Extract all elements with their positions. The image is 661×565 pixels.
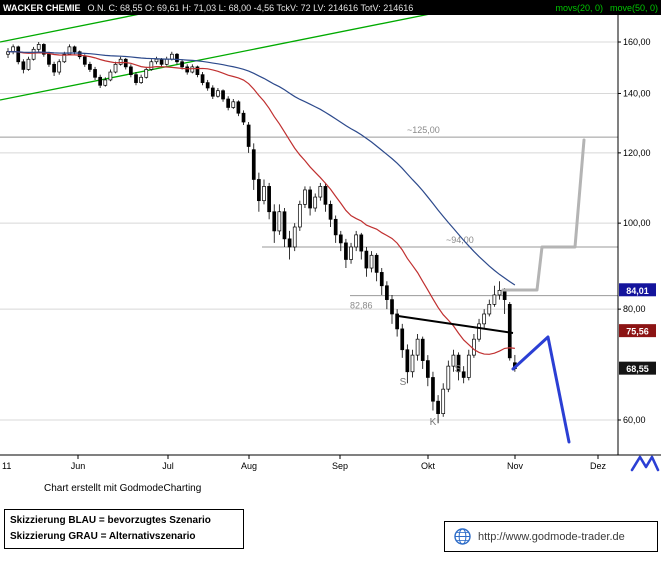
neckline-trendline[interactable] bbox=[397, 315, 514, 334]
globe-icon bbox=[454, 528, 471, 545]
svg-text:140,00: 140,00 bbox=[623, 88, 651, 98]
svg-text:S: S bbox=[400, 377, 407, 388]
chart-title-bar: WACKER CHEMIE O.N. C: 68,55 O: 69,61 H: … bbox=[0, 0, 661, 15]
scenario-blue-path[interactable] bbox=[511, 335, 571, 444]
scenario-gray-path[interactable] bbox=[501, 138, 586, 292]
svg-text:Jun: Jun bbox=[71, 461, 86, 471]
plot-area: ~125,00 ~94,00 82,86 S K S bbox=[0, 14, 618, 444]
svg-text:~94,00: ~94,00 bbox=[446, 235, 474, 245]
price-value-boxes: 84,01 75,56 68,55 bbox=[619, 283, 656, 375]
svg-text:K: K bbox=[430, 417, 437, 428]
scenario-legend-box: Skizzierung BLAU = bevorzugtes Szenario … bbox=[4, 509, 244, 549]
trend-channel-lines[interactable] bbox=[0, 14, 431, 101]
svg-text:S: S bbox=[455, 364, 462, 375]
legend-line-gray: Skizzierung GRAU = Alternativszenario bbox=[10, 531, 196, 542]
indicator-label-mov20[interactable]: movs(20, 0) bbox=[555, 2, 603, 13]
svg-text:80,00: 80,00 bbox=[623, 304, 646, 314]
svg-text:82,86: 82,86 bbox=[350, 301, 373, 311]
svg-text:Nov: Nov bbox=[507, 461, 524, 471]
website-url[interactable]: http://www.godmode-trader.de bbox=[478, 530, 625, 543]
symbol-name: WACKER CHEMIE bbox=[3, 2, 81, 13]
svg-text:120,00: 120,00 bbox=[623, 148, 651, 158]
svg-text:~125,00: ~125,00 bbox=[407, 125, 440, 135]
svg-text:Dez: Dez bbox=[590, 461, 607, 471]
website-box[interactable]: http://www.godmode-trader.de bbox=[444, 521, 658, 552]
svg-text:Okt: Okt bbox=[421, 461, 436, 471]
svg-text:68,55: 68,55 bbox=[626, 364, 649, 374]
indicator-label-mov50[interactable]: move(50, 0) bbox=[609, 2, 658, 13]
quote-line: O.N. C: 68,55 O: 69,61 H: 71,03 L: 68,00… bbox=[87, 2, 414, 13]
svg-text:Sep: Sep bbox=[332, 461, 348, 471]
legend-line-blue: Skizzierung BLAU = bevorzugtes Szenario bbox=[10, 515, 211, 526]
svg-text:Jul: Jul bbox=[162, 461, 174, 471]
sks-pattern-labels: S K S bbox=[400, 364, 462, 428]
svg-text:Aug: Aug bbox=[241, 461, 257, 471]
godmode-logo-icon[interactable] bbox=[630, 455, 660, 472]
chart-credit-text: Chart erstellt mit GodmodeCharting bbox=[44, 483, 202, 494]
svg-text:60,00: 60,00 bbox=[623, 415, 646, 425]
svg-text:100,00: 100,00 bbox=[623, 218, 651, 228]
moving-average-20-line[interactable] bbox=[7, 50, 515, 355]
svg-text:11: 11 bbox=[2, 461, 11, 471]
svg-text:160,00: 160,00 bbox=[623, 37, 651, 47]
svg-text:75,56: 75,56 bbox=[626, 327, 649, 337]
svg-text:84,01: 84,01 bbox=[626, 286, 649, 296]
x-axis: 11 Jun Jul Aug Sep Okt Nov Dez bbox=[2, 455, 606, 471]
moving-average-50-line[interactable] bbox=[7, 51, 516, 286]
